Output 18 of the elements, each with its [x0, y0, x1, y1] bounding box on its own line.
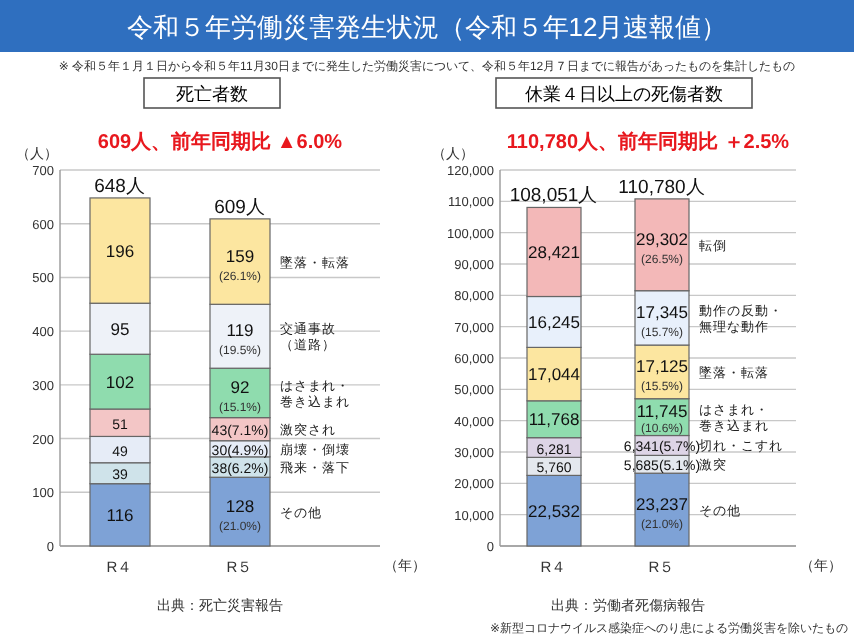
text: 令和５年労働災害発生状況（令和５年12月速報値） [126, 12, 728, 42]
data-label: 116 [106, 504, 135, 525]
total-label: 648人 [94, 175, 146, 198]
chart-title: 休業４日以上の死傷者数 [525, 84, 723, 104]
data-label: 28,421 [528, 241, 581, 262]
chart-subtitle: 609人、前年同期比 ▲6.0% [97, 130, 343, 154]
total-label: 108,051人 [509, 185, 599, 208]
data-label: 102 [105, 371, 135, 392]
data-label: 22,532 [528, 500, 581, 521]
chart-title: 死亡者数 [176, 84, 248, 104]
data-label: 196 [105, 240, 135, 261]
total-label: 609人 [214, 196, 266, 219]
chart-subtitle: 110,780人、前年同期比 ＋2.5% [506, 130, 790, 154]
total-label: 110,780人 [618, 176, 706, 199]
data-label: 95 [110, 318, 130, 339]
data-label: 16,245 [528, 311, 581, 332]
data-label: 11,768 [528, 409, 580, 430]
data-label: 17,044 [528, 364, 581, 385]
